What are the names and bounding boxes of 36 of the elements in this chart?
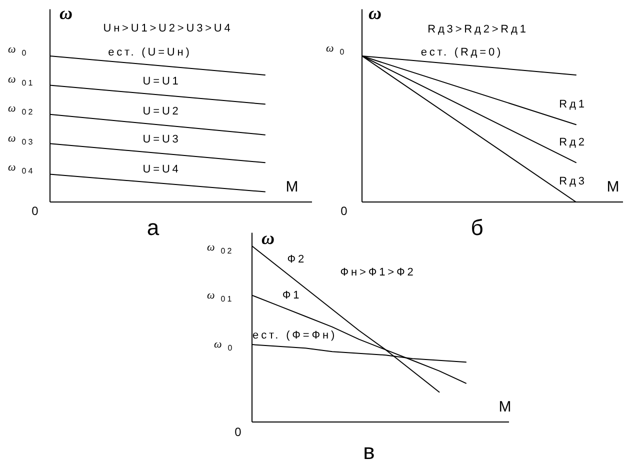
series-label: U=U2	[142, 106, 181, 118]
series-label: U=U1	[142, 76, 181, 88]
series-label: U=U4	[142, 164, 181, 176]
text: ω$_{0}$	[214, 338, 234, 352]
text: Uн>U1>U2>U3>U4	[103, 22, 233, 34]
text: в	[363, 439, 375, 464]
text: ω$_{0}$	[326, 42, 346, 56]
text: 0	[340, 204, 348, 218]
text: Rд3>Rд2>Rд1	[428, 24, 528, 36]
series-label: Rд3	[559, 176, 587, 188]
text: а	[146, 215, 160, 240]
text: ω$_{01}$	[8, 74, 35, 88]
text: 0	[234, 425, 242, 439]
text: ω$_{04}$	[8, 162, 35, 176]
series-label: Ф2	[287, 254, 307, 266]
series-label: ест. (Rд=0)	[420, 46, 504, 58]
y-axis-title: ω	[261, 228, 275, 248]
text: ω$_{03}$	[8, 132, 35, 146]
x-axis-title: M	[606, 178, 620, 196]
text: 0	[32, 204, 38, 218]
text: ω$_{02}$	[8, 102, 35, 116]
series-label: ест. (U=Uн)	[108, 46, 192, 58]
y-axis-title: ω	[59, 3, 73, 23]
annotation: Фн>Ф1>Ф2	[340, 266, 416, 278]
text: ω$_{02}$	[207, 242, 234, 256]
series-label: Ф1	[282, 289, 302, 302]
text: ω$_{0}$	[8, 44, 28, 58]
series-label: Rд2	[559, 136, 587, 148]
series-label: U=U3	[142, 134, 181, 146]
series-label: Rд1	[559, 98, 587, 110]
x-axis-title: M	[286, 178, 298, 196]
y-axis-title: ω	[368, 3, 382, 23]
x-axis-title: M	[498, 398, 512, 416]
text: б	[470, 215, 484, 240]
series-label: ест. (Ф=Фн)	[252, 330, 338, 342]
text: ω$_{01}$	[207, 290, 234, 304]
